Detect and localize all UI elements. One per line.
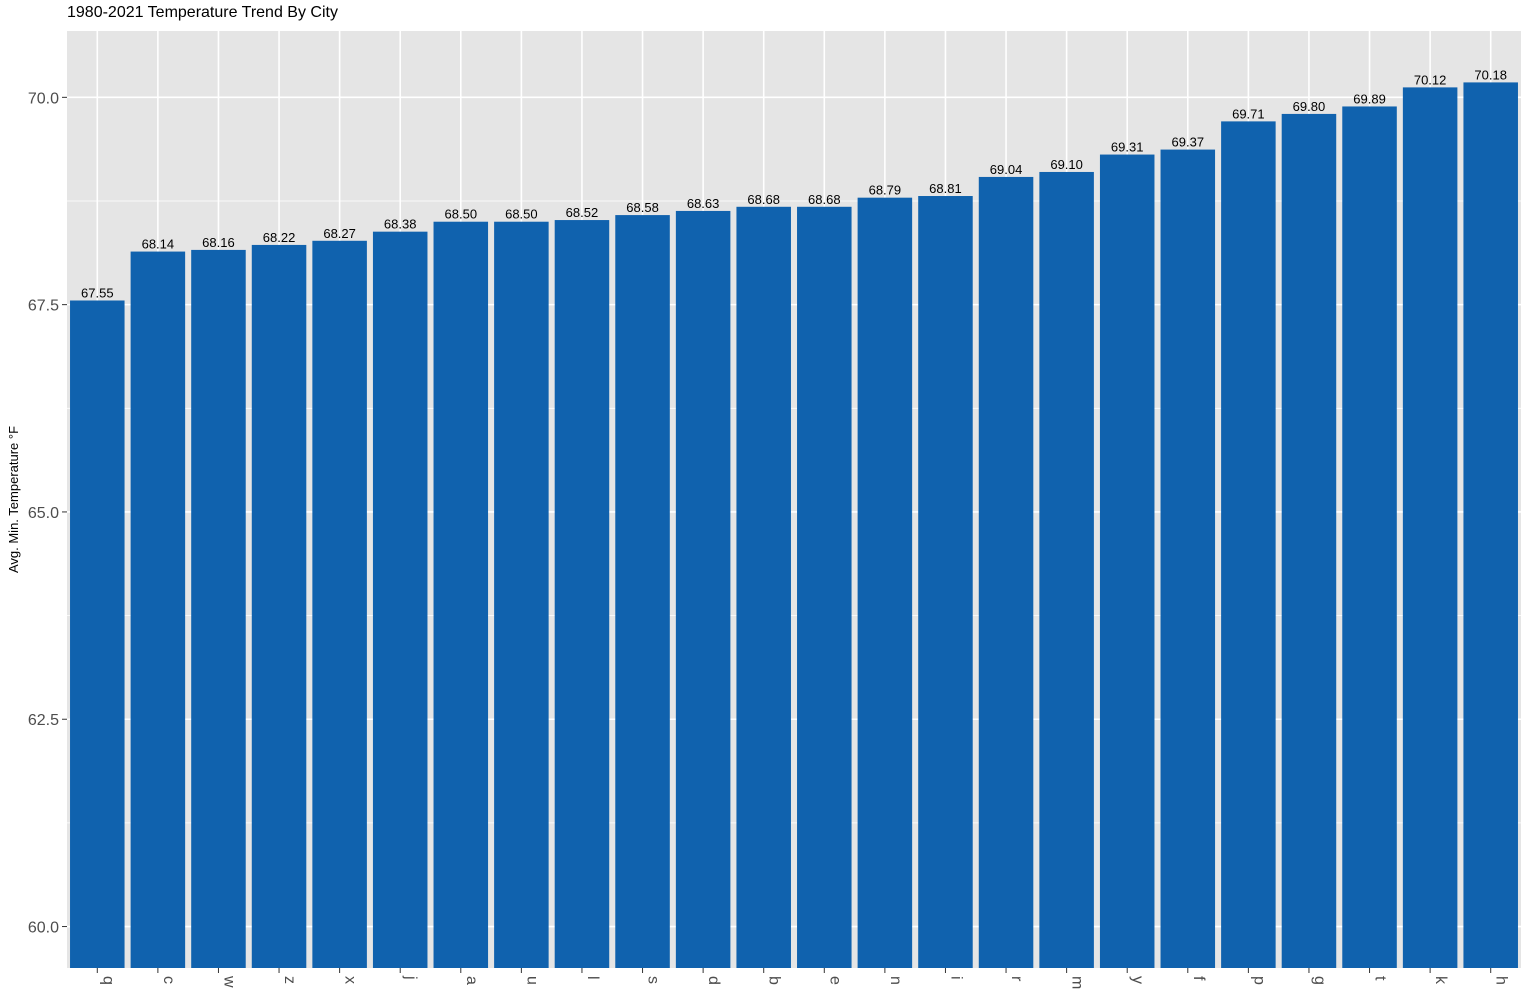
data-label-q: 67.55 — [81, 285, 114, 300]
x-tick-label-l: l — [584, 976, 601, 980]
x-tick-label-f: f — [1190, 976, 1207, 981]
bar-y — [1099, 154, 1155, 968]
data-label-w: 68.16 — [202, 235, 235, 250]
data-label-b: 68.68 — [747, 192, 780, 207]
data-label-z: 68.22 — [263, 230, 296, 245]
x-tick-label-a: a — [463, 976, 480, 985]
data-label-s: 68.58 — [626, 200, 659, 215]
data-label-p: 69.71 — [1232, 106, 1265, 121]
data-label-d: 68.63 — [687, 196, 720, 211]
bar-x — [312, 240, 367, 968]
y-tick-label: 60.0 — [28, 920, 59, 937]
chart-title: 1980-2021 Temperature Trend By City — [67, 4, 338, 21]
x-tick-label-k: k — [1432, 976, 1449, 985]
y-tick-label: 62.5 — [28, 712, 59, 729]
bar-m — [1039, 171, 1094, 968]
data-label-u: 68.50 — [505, 207, 538, 222]
x-tick-label-d: d — [705, 976, 722, 985]
data-label-g: 69.80 — [1293, 99, 1326, 114]
bar-s — [615, 215, 670, 968]
bar-k — [1402, 87, 1458, 968]
bar-w — [191, 249, 246, 968]
bars — [70, 82, 1518, 969]
data-label-h: 70.18 — [1474, 67, 1507, 82]
data-label-r: 69.04 — [990, 162, 1023, 177]
bar-g — [1281, 113, 1337, 969]
minor-gridlines — [67, 200, 1521, 824]
x-tick-label-g: g — [1311, 976, 1328, 985]
bar-h — [1463, 82, 1518, 968]
x-tick-label-h: h — [1493, 976, 1510, 985]
data-label-y: 69.31 — [1111, 140, 1144, 155]
data-label-x: 68.27 — [323, 226, 356, 241]
plot-panel — [67, 31, 1521, 968]
x-tick-label-w: w — [220, 975, 237, 988]
bar-f — [1160, 149, 1216, 968]
data-label-t: 69.89 — [1353, 91, 1386, 106]
data-label-a: 68.50 — [445, 207, 478, 222]
y-tick-label: 67.5 — [28, 298, 59, 315]
x-tick-label-i: i — [947, 976, 964, 980]
value-labels: 67.55 68.14 68.16 68.22 68.27 68.38 68.50 68.50… — [81, 67, 1507, 300]
y-axis-label: Avg. Min. Temperature °F — [6, 426, 21, 573]
bar-q — [70, 300, 125, 968]
bar-d — [675, 210, 731, 969]
x-tick-label-s: s — [645, 976, 662, 984]
x-tick-label-c: c — [160, 976, 177, 984]
bar-r — [978, 176, 1034, 968]
bar-u — [494, 221, 549, 969]
y-axis: 60.0 62.5 65.0 67.5 70.0 — [28, 90, 67, 937]
x-tick-label-q: q — [99, 976, 116, 985]
x-tick-label-p: p — [1250, 976, 1267, 985]
x-tick-label-e: e — [826, 976, 843, 985]
x-tick-label-r: r — [1008, 976, 1025, 982]
data-label-i: 68.81 — [929, 181, 962, 196]
bar-j — [372, 231, 428, 969]
data-label-n: 68.79 — [869, 183, 902, 198]
bar-a — [433, 221, 489, 969]
bar-e — [797, 206, 852, 969]
x-tick-label-n: n — [887, 976, 904, 985]
x-tick-label-j: j — [402, 975, 419, 980]
bar-n — [857, 197, 913, 968]
x-tick-label-m: m — [1069, 976, 1086, 989]
x-tick-label-b: b — [766, 976, 783, 985]
bar-z — [251, 244, 307, 968]
data-label-j: 68.38 — [384, 217, 417, 232]
x-tick-label-y: y — [1129, 976, 1146, 984]
bar-i — [918, 196, 973, 969]
x-tick-label-u: u — [523, 976, 540, 985]
bar-l — [554, 220, 610, 968]
data-label-c: 68.14 — [142, 237, 175, 252]
y-tick-label: 65.0 — [28, 505, 59, 522]
data-label-m: 69.10 — [1050, 157, 1083, 172]
x-tick-label-z: z — [281, 976, 298, 984]
y-tick-label: 70.0 — [28, 90, 59, 107]
x-tick-label-t: t — [1372, 976, 1389, 981]
bar-t — [1342, 106, 1397, 968]
x-tick-label-x: x — [342, 976, 359, 984]
data-label-e: 68.68 — [808, 192, 841, 207]
bar-b — [736, 206, 791, 969]
data-label-k: 70.12 — [1414, 72, 1447, 87]
bar-c — [130, 251, 186, 969]
data-label-f: 69.37 — [1172, 135, 1205, 150]
bar-p — [1221, 121, 1276, 969]
data-label-l: 68.52 — [566, 205, 599, 220]
